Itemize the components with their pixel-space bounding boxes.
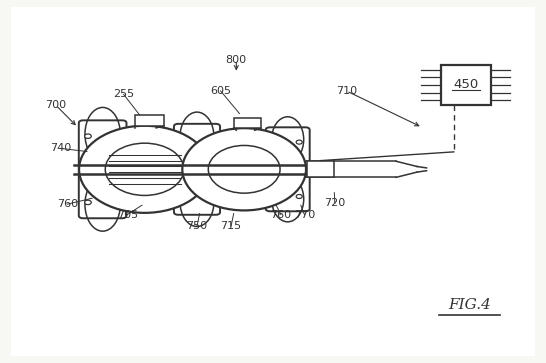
Circle shape xyxy=(85,200,91,205)
Circle shape xyxy=(207,138,213,142)
Text: 255: 255 xyxy=(113,89,134,99)
Text: 740: 740 xyxy=(50,143,72,154)
Text: 700: 700 xyxy=(45,100,66,110)
Circle shape xyxy=(182,128,306,211)
Text: 710: 710 xyxy=(336,86,357,96)
Circle shape xyxy=(296,140,302,144)
Text: FIG.4: FIG.4 xyxy=(448,298,491,312)
Circle shape xyxy=(85,134,91,138)
Bar xyxy=(135,115,164,126)
Bar xyxy=(307,160,334,177)
Text: 450: 450 xyxy=(453,78,478,91)
Circle shape xyxy=(114,134,121,138)
Bar xyxy=(85,153,120,186)
Circle shape xyxy=(114,200,121,205)
Text: 715: 715 xyxy=(221,221,242,231)
Circle shape xyxy=(181,197,187,201)
Text: 770: 770 xyxy=(294,209,315,220)
Text: 760: 760 xyxy=(270,209,292,220)
Circle shape xyxy=(181,138,187,142)
Circle shape xyxy=(79,126,210,213)
Text: 705: 705 xyxy=(117,209,138,220)
Circle shape xyxy=(296,195,302,199)
Text: 800: 800 xyxy=(225,54,247,65)
Circle shape xyxy=(207,197,213,201)
Text: 750: 750 xyxy=(186,221,207,231)
Bar xyxy=(441,65,490,105)
Bar xyxy=(180,154,213,185)
Text: 760: 760 xyxy=(57,199,78,209)
Circle shape xyxy=(273,195,279,199)
Bar xyxy=(272,155,304,183)
Text: 605: 605 xyxy=(210,86,231,96)
Bar xyxy=(234,118,261,128)
Text: 720: 720 xyxy=(324,198,346,208)
Circle shape xyxy=(273,140,279,144)
